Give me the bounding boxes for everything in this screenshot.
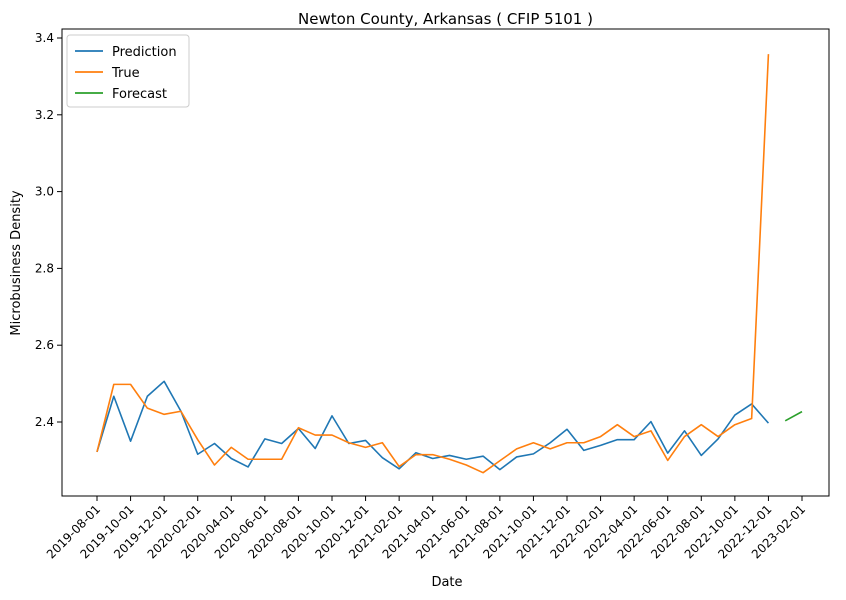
- y-tick-label: 2.4: [35, 415, 54, 429]
- series-line-true: [96, 54, 770, 474]
- series-line-forecast: [784, 410, 803, 422]
- y-tick-label: 3.2: [35, 108, 54, 122]
- y-axis-title: Microbusiness Density: [9, 190, 24, 336]
- chart-title: Newton County, Arkansas ( CFIP 5101 ): [298, 10, 593, 28]
- series-line-prediction: [96, 380, 770, 471]
- legend: Prediction True Forecast: [66, 34, 190, 108]
- legend-box: [66, 34, 190, 108]
- x-axis-title: Date: [431, 575, 462, 590]
- y-tick-label: 3.0: [35, 185, 54, 199]
- y-tick-label: 3.4: [35, 31, 54, 45]
- legend-label-true: True: [111, 66, 140, 81]
- y-axis: 2.4 2.6 2.8 3.0 3.2 3.4: [35, 31, 62, 429]
- y-tick-label: 2.6: [35, 338, 54, 352]
- legend-label-forecast: Forecast: [112, 87, 167, 102]
- y-tick-label: 2.8: [35, 261, 54, 275]
- plot-frame: [61, 28, 830, 497]
- legend-label-prediction: Prediction: [112, 45, 177, 60]
- series-lines: [96, 54, 803, 474]
